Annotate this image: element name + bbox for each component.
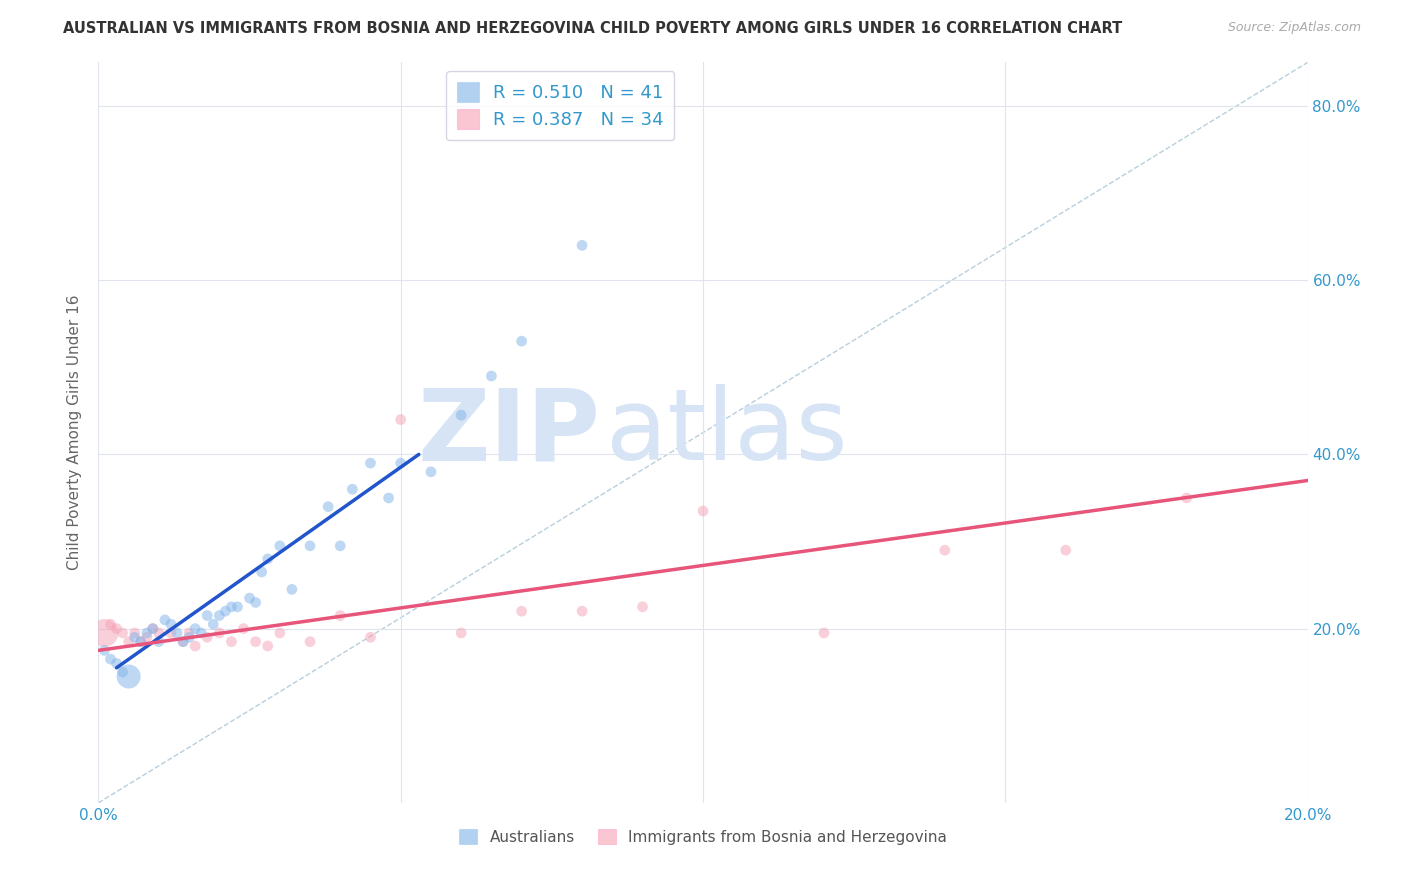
Point (208, 626, 231, 640)
Point (190, 626, 212, 640)
Point (179, 626, 201, 640)
Point (221, 634, 243, 648)
Point (631, 599, 654, 614)
Point (450, 626, 472, 640)
Point (148, 634, 170, 648)
Point (118, 669, 141, 683)
Point (934, 543, 956, 558)
Point (256, 639, 278, 653)
Point (360, 456, 382, 470)
Point (160, 617, 183, 632)
Point (450, 408, 472, 422)
Point (166, 626, 188, 640)
Point (105, 622, 128, 636)
Point (232, 622, 254, 636)
Point (105, 657, 128, 671)
Point (153, 613, 176, 627)
Text: AUSTRALIAN VS IMMIGRANTS FROM BOSNIA AND HERZEGOVINA CHILD POVERTY AMONG GIRLS U: AUSTRALIAN VS IMMIGRANTS FROM BOSNIA AND… (63, 21, 1122, 36)
Point (281, 582, 304, 597)
Point (342, 482, 364, 496)
Point (269, 539, 291, 553)
Point (93, 626, 115, 640)
Point (316, 500, 339, 514)
Point (510, 334, 533, 348)
Point (329, 608, 352, 623)
Point (214, 604, 236, 618)
Point (256, 552, 278, 566)
Point (329, 539, 352, 553)
Point (239, 591, 262, 606)
Point (111, 665, 134, 680)
Point (250, 565, 273, 579)
Point (172, 634, 194, 648)
Text: atlas: atlas (606, 384, 848, 481)
Point (100, 617, 122, 632)
Point (571, 604, 593, 618)
Point (226, 599, 249, 614)
Point (377, 491, 399, 505)
Point (245, 595, 267, 609)
Y-axis label: Child Poverty Among Girls Under 16: Child Poverty Among Girls Under 16 (67, 295, 83, 570)
Point (179, 630, 201, 644)
Point (195, 630, 218, 644)
Point (245, 634, 267, 648)
Point (208, 608, 231, 623)
Point (100, 652, 122, 666)
Point (142, 622, 165, 636)
Point (93, 643, 115, 657)
Point (1054, 543, 1077, 558)
Point (299, 539, 322, 553)
Point (692, 504, 714, 518)
Point (129, 634, 152, 648)
Text: ZIP: ZIP (418, 384, 600, 481)
Point (571, 238, 593, 252)
Point (148, 626, 170, 640)
Point (111, 626, 134, 640)
Point (184, 639, 207, 653)
Point (221, 599, 243, 614)
Text: Source: ZipAtlas.com: Source: ZipAtlas.com (1227, 21, 1361, 34)
Point (481, 369, 503, 384)
Point (813, 626, 835, 640)
Point (1175, 491, 1198, 505)
Point (124, 626, 146, 640)
Point (360, 630, 382, 644)
Point (129, 634, 152, 648)
Point (389, 412, 412, 426)
Point (142, 622, 165, 636)
Point (269, 626, 291, 640)
Point (135, 630, 157, 644)
Point (202, 617, 225, 632)
Point (118, 634, 141, 648)
Point (195, 608, 218, 623)
Point (172, 634, 194, 648)
Point (184, 622, 207, 636)
Point (510, 604, 533, 618)
Point (420, 465, 443, 479)
Point (389, 456, 412, 470)
Point (135, 626, 157, 640)
Point (299, 634, 322, 648)
Point (124, 630, 146, 644)
Point (160, 626, 183, 640)
Legend: Australians, Immigrants from Bosnia and Herzegovina: Australians, Immigrants from Bosnia and … (453, 822, 953, 851)
